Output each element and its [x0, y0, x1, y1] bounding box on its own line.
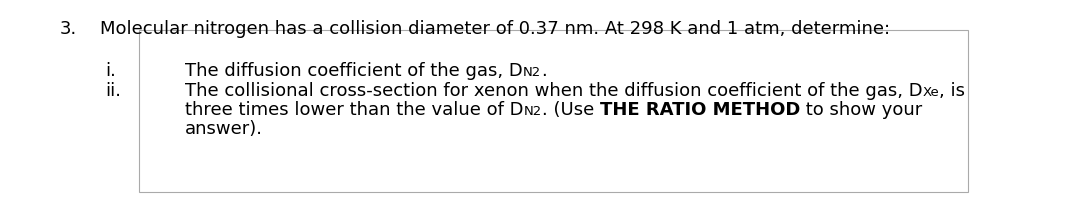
Text: N2: N2 — [524, 105, 542, 118]
Text: .: . — [541, 62, 546, 80]
Text: 3.: 3. — [60, 20, 78, 38]
Text: Xe: Xe — [922, 86, 940, 99]
Text: to show your: to show your — [800, 101, 922, 119]
Text: i.: i. — [105, 62, 116, 80]
Text: The collisional cross-section for xenon when the diffusion coefficient of the ga: The collisional cross-section for xenon … — [185, 82, 922, 100]
Text: ii.: ii. — [105, 82, 121, 100]
Text: answer).: answer). — [185, 120, 264, 138]
Text: The diffusion coefficient of the gas, D: The diffusion coefficient of the gas, D — [185, 62, 523, 80]
Text: , is: , is — [940, 82, 966, 100]
Text: three times lower than the value of D: three times lower than the value of D — [185, 101, 524, 119]
Text: Molecular nitrogen has a collision diameter of 0.37 nm. At 298 K and 1 atm, dete: Molecular nitrogen has a collision diame… — [100, 20, 890, 38]
Text: N2: N2 — [523, 66, 541, 79]
Text: THE RATIO METHOD: THE RATIO METHOD — [599, 101, 800, 119]
Text: . (Use: . (Use — [542, 101, 599, 119]
